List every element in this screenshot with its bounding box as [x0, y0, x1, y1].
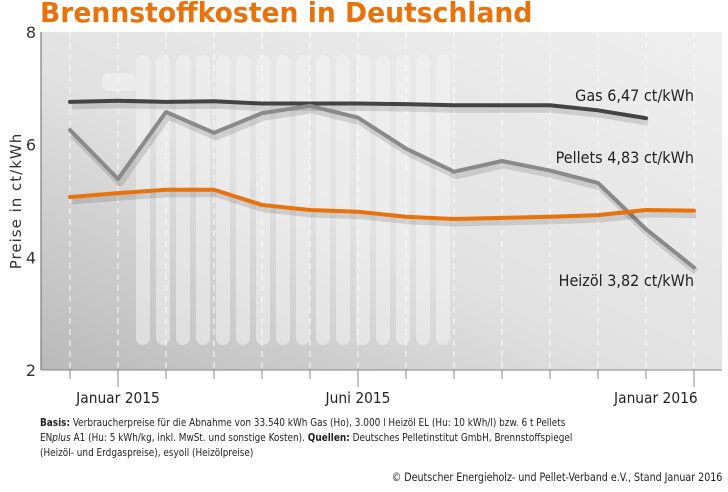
- radiator-fin: [396, 55, 410, 345]
- y-tick-label: 2: [26, 361, 36, 380]
- radiator-fin: [436, 55, 450, 345]
- radiator-fin: [256, 55, 270, 345]
- y-tick-label: 4: [26, 248, 36, 267]
- series-shadow-pellets: [71, 190, 697, 227]
- series-label-pellets: Pellets 4,83 ct/kWh: [556, 148, 694, 167]
- radiator-fin: [336, 55, 350, 345]
- footnote: Basis: Verbraucherpreise für die Abnahme…: [40, 415, 656, 460]
- sources-text: Deutsches Pelletinstitut GmbH, Brennstof…: [349, 431, 573, 444]
- radiator-fin: [376, 55, 390, 345]
- y-axis-label: Preise in ct/kWh: [7, 133, 25, 269]
- enplus-italic: plus: [52, 431, 71, 444]
- radiator-fin: [316, 55, 330, 345]
- sources-text-2: (Heizöl- und Erdgaspreise), esyoil (Heiz…: [40, 446, 254, 459]
- x-tick-label: Januar 2015: [75, 391, 160, 408]
- radiator-fin: [156, 55, 170, 345]
- y-tick-label: 6: [26, 136, 36, 155]
- chart-title: Brennstoffkosten in Deutschland: [40, 0, 533, 29]
- x-tick-label: Juni 2015: [325, 391, 391, 408]
- radiator-fin: [356, 55, 370, 345]
- sources-label: Quellen:: [307, 431, 350, 444]
- radiator-fin: [136, 55, 150, 345]
- series-shadow-heizöl: [69, 106, 699, 275]
- radiator-pipe: [102, 73, 136, 91]
- copyright: © Deutscher Energieholz- und Pellet-Verb…: [391, 470, 722, 484]
- series-line-heizöl: [68, 103, 696, 270]
- basis-text: Verbraucherpreise für die Abnahme von 33…: [70, 416, 566, 429]
- x-tick-label: Januar 2016: [613, 391, 698, 408]
- radiator-fin: [196, 55, 210, 345]
- series-label-gas: Gas 6,47 ct/kWh: [575, 86, 694, 105]
- y-tick-label: 8: [26, 23, 36, 42]
- series-line-gas: [68, 98, 648, 121]
- series-line-pellets: [68, 187, 696, 222]
- radiator-fin: [176, 55, 190, 345]
- basis-label: Basis:: [40, 416, 71, 429]
- line-chart: 2 4 6 8 Preise in ct/kWh Januar 2015 Juni 2015…: [7, 23, 722, 408]
- radiator-fin: [416, 55, 430, 345]
- series-shadow-gas: [71, 101, 649, 126]
- basis-text-2: A1 (Hu: 5 kWh/kg, inkl. MwSt. und sonsti…: [70, 431, 308, 444]
- series-label-heizöl: Heizöl 3,82 ct/kWh: [559, 271, 694, 290]
- radiator-fin: [276, 55, 290, 345]
- radiator-fin: [296, 55, 310, 345]
- enplus-text: EN: [40, 431, 53, 444]
